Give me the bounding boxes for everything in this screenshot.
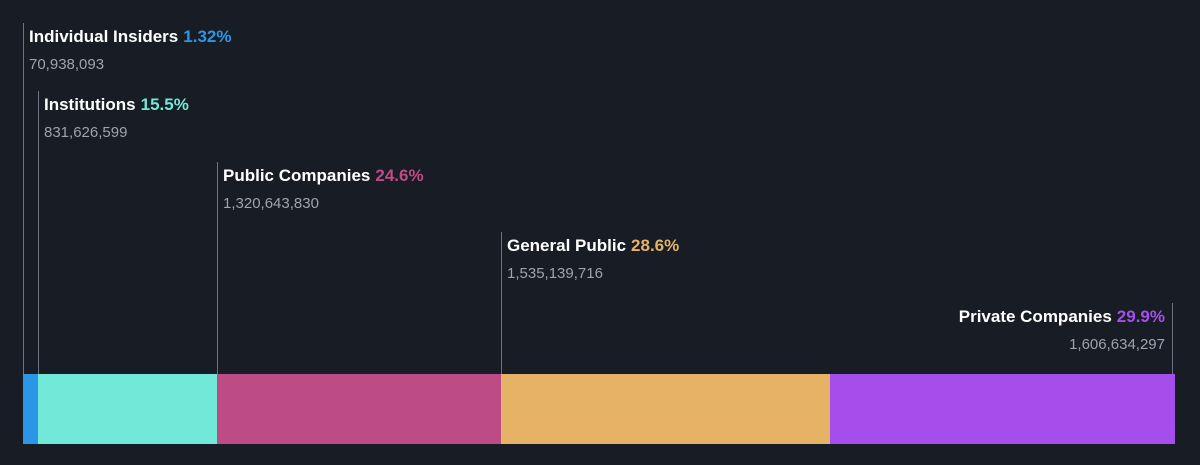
segment-public-companies bbox=[216, 374, 501, 444]
label-private-companies: Private Companies 29.9% bbox=[959, 307, 1165, 327]
percent-label: 24.6% bbox=[375, 166, 424, 185]
segment-individual-insiders bbox=[23, 374, 39, 444]
category-name: Individual Insiders bbox=[29, 27, 179, 46]
share-count-institutions: 831,626,599 bbox=[44, 124, 128, 141]
leader-line-private-companies bbox=[1172, 303, 1173, 374]
share-count-general-public: 1,535,139,716 bbox=[507, 265, 603, 282]
share-count-public-companies: 1,320,643,830 bbox=[223, 195, 319, 212]
leader-line-individual-insiders bbox=[23, 23, 24, 374]
category-name: Private Companies bbox=[958, 307, 1112, 326]
label-institutions: Institutions 15.5% bbox=[44, 95, 189, 115]
segment-general-public bbox=[500, 374, 831, 444]
label-individual-insiders: Individual Insiders 1.32% bbox=[29, 27, 231, 47]
share-count-private-companies: 1,606,634,297 bbox=[1069, 336, 1165, 353]
segment-private-companies bbox=[830, 374, 1175, 444]
category-name: Institutions bbox=[44, 95, 136, 114]
leader-line-general-public bbox=[501, 232, 502, 374]
percent-label: 15.5% bbox=[140, 95, 189, 114]
category-name: Public Companies bbox=[223, 166, 371, 185]
label-public-companies: Public Companies 24.6% bbox=[223, 166, 424, 186]
percent-label: 1.32% bbox=[183, 27, 232, 46]
percent-label: 29.9% bbox=[1116, 307, 1165, 326]
category-name: General Public bbox=[507, 236, 627, 255]
percent-label: 28.6% bbox=[631, 236, 680, 255]
share-count-individual-insiders: 70,938,093 bbox=[29, 56, 105, 73]
segment-institutions bbox=[38, 374, 217, 444]
leader-line-public-companies bbox=[217, 162, 218, 374]
label-general-public: General Public 28.6% bbox=[507, 236, 679, 256]
leader-line-institutions bbox=[38, 91, 39, 374]
